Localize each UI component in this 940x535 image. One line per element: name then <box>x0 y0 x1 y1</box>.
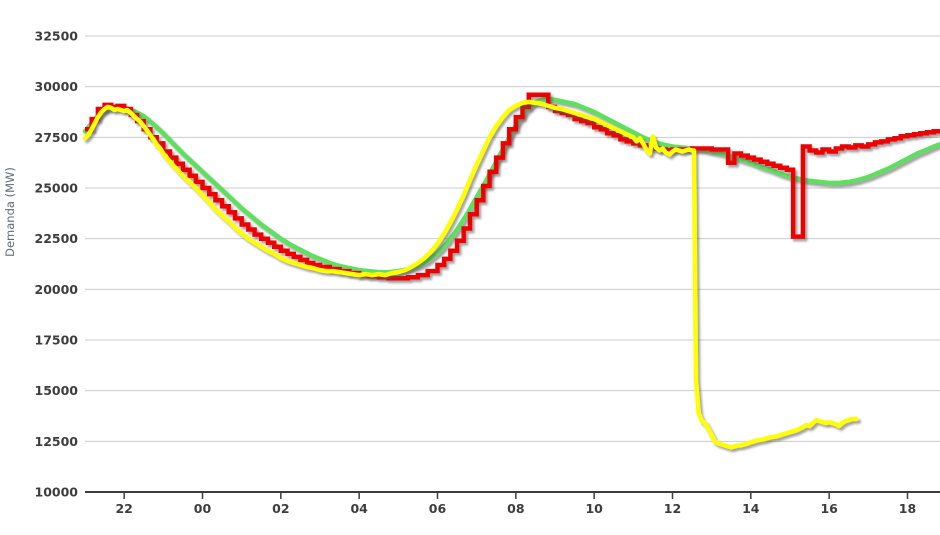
series-lines <box>82 92 940 450</box>
scheduled-demand-line <box>85 92 940 281</box>
x-tick-label: 06 <box>429 501 447 516</box>
y-axis-title: Demanda (MW) <box>3 167 17 257</box>
actual-demand-line <box>82 99 859 450</box>
y-tick-label: 32500 <box>35 29 79 44</box>
y-tick-label: 30000 <box>35 79 79 94</box>
y-tick-label: 27500 <box>35 130 79 145</box>
x-tick-label: 14 <box>742 501 760 516</box>
y-tick-label: 15000 <box>35 383 79 398</box>
x-tick-label: 10 <box>585 501 603 516</box>
y-tick-label: 12500 <box>35 434 79 449</box>
x-tick-label: 16 <box>820 501 838 516</box>
x-tick-label: 18 <box>899 501 916 516</box>
y-tick-label: 22500 <box>35 231 79 246</box>
x-tick-label: 04 <box>350 501 368 516</box>
x-tick-label: 22 <box>115 501 132 516</box>
y-tick-label: 20000 <box>35 282 79 297</box>
x-axis-labels: 22 00 02 04 06 08 10 12 14 16 18 <box>115 501 916 516</box>
y-tick-label: 17500 <box>35 333 79 348</box>
y-axis-labels: 32500 30000 27500 25000 22500 20000 17500 15000… <box>35 29 79 500</box>
axis-lines-and-ticks <box>85 491 940 499</box>
x-tick-label: 12 <box>664 501 681 516</box>
y-tick-label: 25000 <box>35 181 79 196</box>
forecast-demand-line <box>82 96 940 275</box>
y-tick-label: 10000 <box>35 485 79 500</box>
x-tick-label: 00 <box>194 501 212 516</box>
x-tick-label: 08 <box>507 501 524 516</box>
x-tick-label: 02 <box>272 501 289 516</box>
gridlines <box>85 35 940 442</box>
